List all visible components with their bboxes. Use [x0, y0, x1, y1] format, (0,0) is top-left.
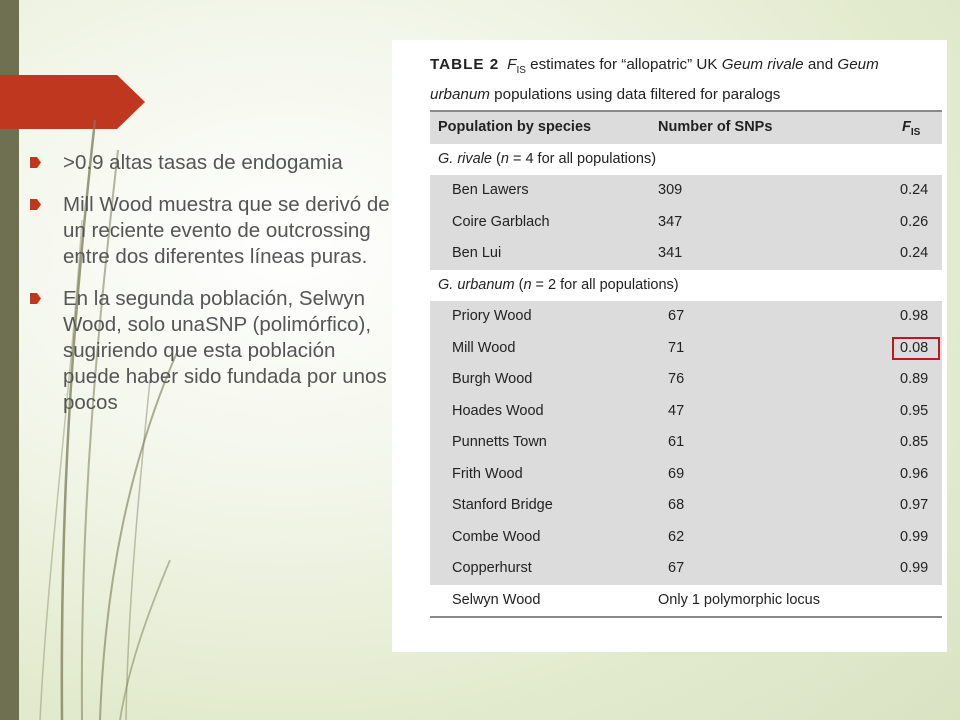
arrow-bullet-icon [30, 293, 41, 304]
table-row: Frith Wood 69 0.96 [430, 458, 942, 490]
group-row: G. urbanum (n = 2 for all populations) [430, 269, 942, 301]
table-body: G. rivale (n = 4 for all populations) Ben… [430, 143, 942, 618]
snps-cell: 71 [668, 339, 685, 356]
snps-cell: 67 [668, 308, 685, 324]
fis-cell: 0.89 [900, 371, 929, 387]
data-table: Population by species Number of SNPs FIS… [430, 110, 942, 618]
header-snps: Number of SNPs [658, 119, 773, 135]
header-population: Population by species [438, 119, 592, 135]
fis-cell: 0.97 [900, 497, 929, 513]
population-cell: Combe Wood [452, 528, 541, 545]
table-row: Burgh Wood 76 0.89 [430, 364, 942, 396]
table-caption: TABLE 2 FIS estimates for “allopatric” UK… [430, 53, 940, 107]
population-cell: Coire Garblach [452, 213, 550, 230]
caption-text: and [803, 56, 838, 73]
bullet-item: En la segunda población, Selwyn Wood, so… [30, 286, 390, 416]
table-row: Stanford Bridge 68 0.97 [430, 490, 942, 522]
header-fis: FIS [902, 119, 921, 138]
table-header-row: Population by species Number of SNPs FIS [430, 110, 942, 144]
fis-symbol: F [507, 56, 517, 73]
fis-cell: 0.85 [900, 434, 929, 450]
table-row: Hoades Wood 47 0.95 [430, 395, 942, 427]
table-row: Ben Lui 341 0.24 [430, 238, 942, 270]
fis-cell: 0.24 [900, 182, 929, 198]
population-cell: Frith Wood [452, 465, 523, 482]
bullet-list: >0.9 altas tasas de endogamia Mill Wood … [30, 150, 390, 432]
table-row: Punnetts Town 61 0.85 [430, 427, 942, 459]
table-row: Mill Wood 71 0.08 [430, 332, 942, 364]
snps-cell: Only 1 polymorphic locus [658, 591, 820, 608]
snps-cell: 309 [658, 182, 683, 198]
fis-cell: 0.96 [900, 465, 929, 482]
highlight-box [892, 336, 940, 360]
population-cell: Selwyn Wood [452, 591, 541, 608]
snps-cell: 67 [668, 560, 685, 576]
snps-cell: 69 [668, 465, 685, 482]
bullet-text: Mill Wood muestra que se derivó de un re… [63, 193, 390, 268]
population-cell: Copperhurst [452, 560, 532, 576]
population-cell: Mill Wood [452, 339, 516, 356]
bullet-item: Mill Wood muestra que se derivó de un re… [30, 192, 390, 270]
arrow-bullet-icon [30, 199, 41, 210]
population-cell: Hoades Wood [452, 402, 544, 419]
left-accent-bar [0, 0, 19, 720]
table-row: Ben Lawers 309 0.24 [430, 175, 942, 207]
caption-text: populations using data filtered for para… [489, 86, 781, 104]
bullet-text: En la segunda población, Selwyn Wood, so… [63, 287, 387, 414]
group-row: G. rivale (n = 4 for all populations) [430, 143, 942, 175]
fis-subscript: IS [516, 65, 526, 77]
fis-cell: 0.26 [900, 213, 929, 230]
population-cell: Burgh Wood [452, 371, 533, 387]
population-cell: Ben Lawers [452, 182, 529, 198]
species-name: Geum urbanum [430, 56, 879, 104]
table-row: Copperhurst 67 0.99 [430, 553, 942, 585]
table-row: Priory Wood 67 0.98 [430, 301, 942, 333]
table-image: TABLE 2 FIS estimates for “allopatric” UK… [392, 40, 947, 652]
table-row: Coire Garblach 347 0.26 [430, 206, 942, 238]
group-label: G. urbanum (n = 2 for all populations) [438, 276, 679, 293]
population-cell: Stanford Bridge [452, 497, 553, 513]
population-cell: Punnetts Town [452, 434, 547, 450]
snps-cell: 76 [668, 371, 685, 387]
snps-cell: 47 [668, 402, 685, 419]
bullet-item: >0.9 altas tasas de endogamia [30, 150, 390, 176]
fis-cell: 0.99 [900, 528, 929, 545]
population-cell: Priory Wood [452, 308, 532, 324]
arrow-tab-shape [0, 75, 145, 129]
arrow-bullet-icon [30, 157, 41, 168]
group-label: G. rivale (n = 4 for all populations) [438, 150, 657, 167]
bullet-text: >0.9 altas tasas de endogamia [63, 151, 343, 174]
snps-cell: 62 [668, 528, 685, 545]
fis-cell: 0.99 [900, 560, 929, 576]
table-row: Combe Wood 62 0.99 [430, 521, 942, 553]
fis-cell: 0.95 [900, 402, 929, 419]
caption-text: estimates for “allopatric” UK [525, 56, 722, 73]
fis-cell: 0.24 [900, 245, 929, 261]
snps-cell: 347 [658, 213, 683, 230]
snps-cell: 68 [668, 497, 685, 513]
fis-cell: 0.98 [900, 308, 929, 324]
table-label: TABLE 2 [430, 56, 500, 73]
grass-decoration [39, 119, 179, 720]
table-row: Selwyn Wood Only 1 polymorphic locus [430, 584, 942, 618]
population-cell: Ben Lui [452, 245, 502, 261]
snps-cell: 61 [668, 434, 685, 450]
snps-cell: 341 [658, 245, 683, 261]
fis-cell: 0.08 [900, 339, 929, 356]
species-name: Geum rivale [721, 56, 804, 73]
